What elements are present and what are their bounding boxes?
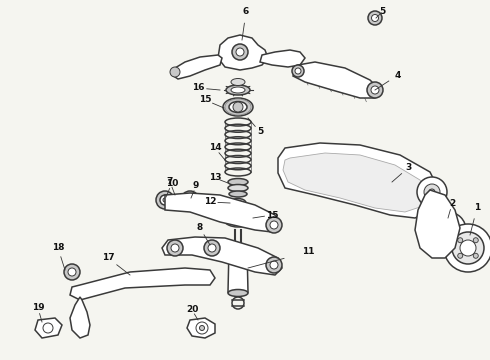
Circle shape	[371, 86, 379, 94]
Circle shape	[171, 244, 179, 252]
Circle shape	[438, 220, 458, 240]
Text: 6: 6	[243, 8, 249, 17]
Circle shape	[458, 253, 463, 258]
Circle shape	[371, 14, 378, 22]
Circle shape	[233, 102, 243, 112]
Circle shape	[64, 264, 80, 280]
Polygon shape	[172, 55, 222, 79]
Polygon shape	[415, 190, 460, 258]
Circle shape	[68, 268, 76, 276]
Circle shape	[160, 195, 170, 205]
Circle shape	[233, 213, 243, 223]
Circle shape	[295, 68, 301, 74]
Polygon shape	[165, 193, 280, 232]
Ellipse shape	[231, 78, 245, 85]
Ellipse shape	[228, 179, 248, 185]
Circle shape	[473, 238, 478, 243]
Text: 9: 9	[193, 181, 199, 190]
Polygon shape	[70, 297, 90, 338]
Circle shape	[424, 184, 440, 200]
Text: 18: 18	[52, 243, 64, 252]
Polygon shape	[187, 318, 215, 338]
Circle shape	[444, 224, 490, 272]
Text: 7: 7	[167, 177, 173, 186]
Circle shape	[430, 212, 466, 248]
Ellipse shape	[229, 212, 247, 224]
Text: 17: 17	[102, 253, 114, 262]
Circle shape	[236, 48, 244, 56]
Circle shape	[473, 253, 478, 258]
Polygon shape	[35, 318, 62, 338]
Circle shape	[367, 82, 383, 98]
Text: 14: 14	[209, 144, 221, 153]
Circle shape	[368, 11, 382, 25]
Text: 5: 5	[257, 127, 263, 136]
Ellipse shape	[228, 184, 248, 192]
Circle shape	[266, 257, 282, 273]
Polygon shape	[162, 237, 282, 275]
Circle shape	[460, 240, 476, 256]
Circle shape	[266, 217, 282, 233]
Polygon shape	[293, 62, 380, 98]
Ellipse shape	[223, 209, 253, 227]
Text: 4: 4	[395, 71, 401, 80]
Text: 19: 19	[32, 303, 44, 312]
Text: 8: 8	[197, 224, 203, 233]
Circle shape	[181, 191, 199, 209]
Polygon shape	[70, 268, 215, 300]
Text: 10: 10	[166, 179, 178, 188]
Circle shape	[156, 191, 174, 209]
Ellipse shape	[223, 98, 253, 116]
Circle shape	[270, 261, 278, 269]
Circle shape	[270, 221, 278, 229]
Text: 12: 12	[204, 198, 216, 207]
Text: 2: 2	[449, 199, 455, 208]
Text: 13: 13	[209, 174, 221, 183]
Circle shape	[199, 325, 204, 330]
Circle shape	[188, 198, 192, 202]
Text: 20: 20	[186, 306, 198, 315]
Circle shape	[458, 238, 463, 243]
Ellipse shape	[231, 87, 245, 93]
Circle shape	[204, 240, 220, 256]
Circle shape	[417, 177, 447, 207]
Circle shape	[429, 189, 435, 195]
Text: 15: 15	[199, 95, 211, 104]
Ellipse shape	[228, 289, 248, 297]
Text: 11: 11	[302, 248, 314, 256]
Polygon shape	[278, 143, 440, 218]
Circle shape	[163, 198, 167, 202]
Circle shape	[167, 240, 183, 256]
Polygon shape	[228, 248, 248, 292]
Polygon shape	[283, 153, 428, 212]
Circle shape	[208, 244, 216, 252]
Circle shape	[170, 67, 180, 77]
Polygon shape	[260, 50, 305, 67]
Text: 15: 15	[266, 211, 278, 220]
Text: 1: 1	[474, 203, 480, 212]
Polygon shape	[218, 35, 268, 70]
Circle shape	[232, 44, 248, 60]
Text: 3: 3	[405, 163, 411, 172]
Text: 16: 16	[192, 84, 204, 93]
Circle shape	[452, 232, 484, 264]
Ellipse shape	[230, 198, 246, 207]
Ellipse shape	[229, 102, 247, 112]
Ellipse shape	[226, 85, 250, 95]
Ellipse shape	[234, 201, 243, 206]
Ellipse shape	[229, 191, 247, 197]
Circle shape	[292, 65, 304, 77]
Circle shape	[444, 226, 452, 234]
Text: 5: 5	[379, 8, 385, 17]
Circle shape	[185, 195, 195, 205]
